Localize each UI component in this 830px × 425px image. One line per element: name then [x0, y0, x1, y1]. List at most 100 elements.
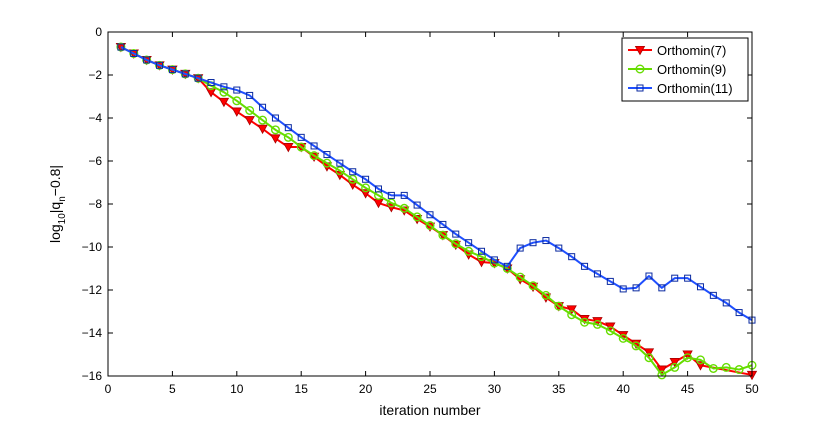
x-axis-title: iteration number: [379, 402, 481, 418]
y-tick-label: −4: [88, 111, 102, 125]
data-point: [244, 116, 255, 126]
data-point: [478, 247, 486, 255]
y-tick-label: 0: [95, 25, 102, 39]
data-point: [400, 191, 408, 199]
data-point: [464, 246, 474, 256]
data-point: [283, 143, 294, 153]
data-point: [722, 299, 730, 307]
data-point: [258, 115, 268, 125]
data-point: [580, 317, 590, 327]
data-point: [542, 237, 550, 245]
data-point: [631, 341, 641, 351]
y-axis-title-n: n: [57, 196, 68, 202]
axis-layer: 0 5 10 15 20 25 30 35 40 45 50 0 −2 −4 −6 −8 −10 −12 −14 −1…: [82, 25, 759, 396]
data-point: [605, 326, 615, 336]
data-point: [645, 272, 653, 280]
x-tick-label: 20: [359, 382, 373, 396]
legend-item: Orthomin(11): [628, 81, 733, 96]
data-point: [156, 61, 164, 69]
y-axis-title: log10|qn−0.8|: [47, 165, 68, 243]
data-point: [218, 97, 230, 108]
y-tick-label: −6: [88, 154, 102, 168]
data-point: [735, 309, 743, 317]
legend: Orthomin(7) Orthomin(9) Orthomin(11): [621, 37, 749, 102]
data-point: [606, 277, 614, 285]
y-tick-label: −10: [82, 240, 103, 254]
data-point: [684, 274, 692, 282]
data-point: [220, 83, 228, 91]
data-point: [348, 174, 358, 184]
data-point: [541, 290, 551, 300]
y-tick-label: −16: [82, 369, 103, 383]
data-point: [231, 107, 242, 117]
data-point: [284, 124, 292, 132]
x-tick-label: 0: [105, 382, 112, 396]
data-point: [658, 284, 666, 292]
x-tick-label: 35: [552, 382, 566, 396]
data-point: [670, 362, 680, 372]
series-3: [117, 43, 756, 324]
data-point: [413, 201, 421, 209]
data-point: [555, 244, 563, 252]
x-tick-label: 15: [295, 382, 309, 396]
legend-label: Orthomin(11): [657, 81, 733, 96]
data-point: [451, 239, 461, 249]
data-point: [439, 220, 447, 228]
data-point: [657, 370, 667, 380]
data-point: [426, 211, 434, 219]
data-point: [515, 272, 525, 282]
data-point: [322, 158, 332, 168]
legend-marker: [634, 46, 646, 56]
data-point: [130, 50, 138, 57]
data-point: [167, 65, 177, 75]
x-tick-label: 45: [681, 382, 695, 396]
data-point: [516, 244, 524, 252]
y-tick-label: −14: [82, 326, 103, 340]
data-point: [116, 42, 126, 52]
legend-label: Orthomin(7): [657, 43, 726, 58]
data-point: [155, 60, 165, 70]
data-point: [361, 183, 371, 193]
data-point: [465, 239, 473, 247]
data-point: [180, 69, 190, 79]
data-point: [632, 284, 640, 292]
data-point: [323, 151, 331, 159]
data-point: [296, 142, 306, 152]
data-point: [619, 285, 627, 293]
y-axis-title-abs: |q: [47, 202, 63, 213]
series-line: [120, 46, 753, 376]
data-point: [592, 319, 602, 329]
data-point: [193, 73, 203, 83]
data-point: [477, 252, 487, 262]
x-tick-label: 40: [617, 382, 631, 396]
series-layer: [115, 42, 758, 381]
data-point: [259, 103, 267, 111]
data-point: [721, 362, 731, 372]
data-point: [554, 301, 564, 311]
data-point: [696, 283, 704, 291]
data-point: [335, 166, 345, 176]
data-point: [387, 191, 395, 199]
data-point: [709, 291, 717, 299]
x-tick-label: 25: [423, 382, 437, 396]
data-point: [142, 55, 152, 65]
data-point: [143, 56, 151, 64]
data-point: [233, 86, 241, 94]
y-axis-title-base: 10: [57, 213, 68, 225]
data-point: [412, 212, 422, 222]
x-tick-label: 30: [488, 382, 502, 396]
data-point: [503, 262, 511, 270]
y-tick-label: −2: [88, 68, 102, 82]
data-point: [708, 363, 718, 373]
data-point: [734, 365, 744, 375]
data-point: [490, 256, 498, 264]
data-point: [374, 185, 382, 193]
data-point: [528, 281, 538, 291]
data-point: [205, 88, 217, 98]
data-point: [362, 175, 370, 183]
y-tick-label: −8: [88, 197, 102, 211]
data-point: [643, 348, 655, 358]
data-point: [194, 74, 202, 82]
data-point: [245, 105, 255, 115]
